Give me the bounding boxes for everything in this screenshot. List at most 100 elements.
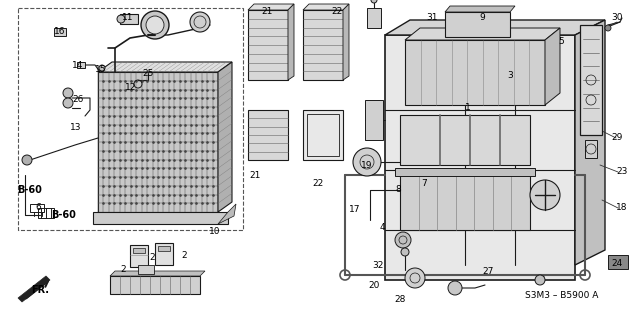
Bar: [395, 168, 535, 176]
Bar: [138, 265, 154, 274]
Text: 14: 14: [72, 61, 84, 70]
Circle shape: [448, 281, 462, 295]
Text: B-60: B-60: [17, 185, 42, 195]
Bar: [248, 10, 288, 80]
Bar: [385, 35, 575, 280]
Circle shape: [605, 25, 611, 31]
Circle shape: [117, 15, 125, 23]
Circle shape: [63, 88, 73, 98]
Bar: [133, 248, 145, 253]
Text: 31: 31: [426, 13, 438, 23]
Text: 28: 28: [394, 295, 406, 305]
Bar: [585, 140, 597, 158]
Text: 16: 16: [54, 27, 66, 36]
Text: 15: 15: [95, 65, 107, 75]
Text: 9: 9: [479, 13, 485, 23]
Text: 5: 5: [558, 38, 564, 47]
Bar: [445, 12, 510, 37]
Bar: [608, 255, 628, 269]
Polygon shape: [545, 28, 560, 105]
Circle shape: [401, 248, 409, 256]
Circle shape: [146, 16, 164, 34]
Text: 6: 6: [35, 203, 41, 211]
Text: 24: 24: [611, 259, 623, 269]
Polygon shape: [303, 4, 349, 10]
Bar: [155, 243, 173, 265]
Bar: [18, 8, 243, 230]
Text: 12: 12: [125, 83, 137, 92]
Bar: [303, 10, 343, 80]
Bar: [400, 115, 530, 165]
Polygon shape: [385, 20, 605, 35]
Text: 8: 8: [395, 186, 401, 195]
Bar: [130, 245, 148, 267]
Polygon shape: [575, 20, 605, 265]
Bar: [248, 110, 288, 160]
Text: 23: 23: [616, 167, 628, 176]
Text: 1: 1: [465, 103, 471, 113]
Bar: [38, 208, 54, 218]
Bar: [400, 175, 530, 230]
Bar: [54, 28, 66, 36]
Text: 26: 26: [72, 95, 84, 105]
Text: 27: 27: [483, 268, 493, 277]
Bar: [303, 110, 343, 160]
Polygon shape: [445, 6, 515, 12]
Bar: [30, 204, 44, 212]
Bar: [365, 100, 383, 140]
Text: 2: 2: [120, 265, 126, 275]
Polygon shape: [248, 4, 294, 10]
Text: B-60: B-60: [52, 210, 76, 220]
Circle shape: [190, 12, 210, 32]
Bar: [307, 114, 339, 156]
Circle shape: [395, 232, 411, 248]
Polygon shape: [288, 4, 294, 80]
Bar: [367, 8, 381, 28]
Text: 17: 17: [349, 205, 361, 214]
Circle shape: [63, 98, 73, 108]
Bar: [98, 72, 218, 212]
Circle shape: [535, 275, 545, 285]
Bar: [93, 212, 228, 224]
Text: 19: 19: [361, 160, 372, 169]
Text: 4: 4: [379, 224, 385, 233]
Polygon shape: [110, 271, 205, 276]
Polygon shape: [405, 28, 560, 40]
Bar: [580, 25, 602, 135]
Text: 30: 30: [611, 13, 623, 23]
Text: FR.: FR.: [31, 285, 49, 295]
Polygon shape: [18, 276, 50, 302]
Text: 10: 10: [209, 227, 221, 236]
Text: 2: 2: [181, 250, 187, 259]
Bar: [120, 14, 138, 24]
Text: 18: 18: [616, 204, 628, 212]
Polygon shape: [343, 4, 349, 80]
Text: 13: 13: [70, 123, 82, 132]
Text: 22: 22: [312, 179, 324, 188]
Text: 29: 29: [611, 133, 623, 143]
Polygon shape: [218, 62, 232, 212]
Polygon shape: [218, 204, 236, 224]
Text: 25: 25: [142, 69, 154, 78]
Text: 7: 7: [421, 179, 427, 188]
Bar: [110, 276, 200, 294]
Circle shape: [405, 268, 425, 288]
Text: S3M3 – B5900 A: S3M3 – B5900 A: [525, 292, 598, 300]
Bar: [158, 246, 170, 251]
Bar: [77, 62, 85, 68]
Polygon shape: [98, 62, 232, 72]
Text: 21: 21: [261, 8, 273, 17]
Text: 21: 21: [250, 170, 260, 180]
Circle shape: [371, 0, 377, 3]
Text: 2: 2: [149, 254, 155, 263]
Circle shape: [353, 148, 381, 176]
Circle shape: [530, 180, 560, 210]
Text: 22: 22: [332, 8, 342, 17]
Text: 32: 32: [372, 262, 384, 271]
Circle shape: [141, 11, 169, 39]
Bar: [405, 40, 545, 105]
Circle shape: [99, 65, 105, 71]
Text: 11: 11: [122, 13, 134, 23]
Text: 3: 3: [507, 70, 513, 79]
Text: 20: 20: [368, 280, 380, 290]
